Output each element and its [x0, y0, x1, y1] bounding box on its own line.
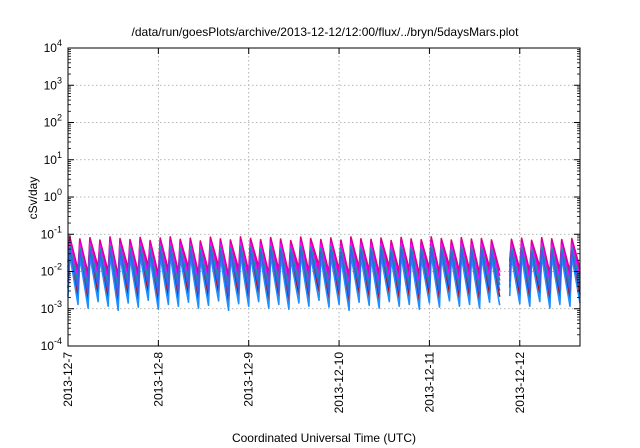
- x-tick-label: 2013-12-10: [332, 352, 346, 414]
- axes: 10-410-310-210-11001011021031042013-12-7…: [41, 38, 581, 414]
- x-tick-label: 2013-12-7: [61, 352, 75, 407]
- y-tick-exponent: 3: [57, 75, 62, 85]
- y-tick-base: 10: [44, 78, 58, 92]
- chart-title: /data/run/goesPlots/archive/2013-12-12/1…: [132, 25, 520, 39]
- x-tick-label: 2013-12-9: [242, 352, 256, 407]
- y-tick-label: 103: [44, 75, 62, 92]
- x-axis-label: Coordinated Universal Time (UTC): [232, 431, 416, 445]
- y-tick-base: 10: [41, 265, 55, 279]
- grid-lines: [68, 48, 580, 346]
- y-tick-label: 102: [44, 113, 62, 130]
- plot-frame: [67, 47, 581, 347]
- y-tick-exponent: 0: [57, 187, 62, 197]
- y-tick-base: 10: [44, 116, 58, 130]
- y-tick-base: 10: [44, 153, 58, 167]
- y-tick-exponent: 1: [57, 150, 62, 160]
- y-tick-label: 100: [44, 187, 62, 204]
- y-axis-label: cSv/day: [26, 177, 40, 220]
- y-tick-base: 10: [41, 227, 55, 241]
- y-tick-exponent: 4: [57, 38, 62, 48]
- y-tick-label: 10-4: [41, 336, 62, 353]
- y-tick-label: 10-2: [41, 262, 62, 279]
- y-tick-exponent: -3: [54, 299, 62, 309]
- series-line: [67, 248, 581, 297]
- y-tick-exponent: -4: [54, 336, 62, 346]
- x-tick-label: 2013-12-12: [513, 352, 527, 414]
- y-tick-base: 10: [41, 339, 55, 353]
- y-tick-base: 10: [41, 302, 55, 316]
- y-tick-label: 104: [44, 38, 62, 55]
- x-tick-label: 2013-12-11: [422, 352, 436, 413]
- x-tick-label: 2013-12-8: [151, 352, 165, 407]
- y-tick-exponent: 2: [57, 113, 62, 123]
- y-tick-base: 10: [44, 41, 58, 55]
- y-tick-label: 10-3: [41, 299, 62, 316]
- y-tick-exponent: -2: [54, 262, 62, 272]
- y-tick-label: 101: [44, 150, 62, 167]
- y-tick-base: 10: [44, 190, 58, 204]
- y-tick-label: 10-1: [41, 224, 62, 241]
- series-layer: [67, 236, 581, 312]
- y-tick-exponent: -1: [54, 224, 62, 234]
